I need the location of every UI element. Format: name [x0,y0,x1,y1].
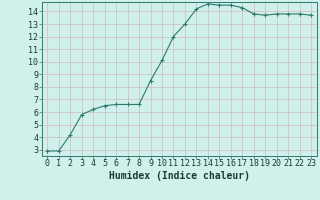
X-axis label: Humidex (Indice chaleur): Humidex (Indice chaleur) [109,171,250,181]
